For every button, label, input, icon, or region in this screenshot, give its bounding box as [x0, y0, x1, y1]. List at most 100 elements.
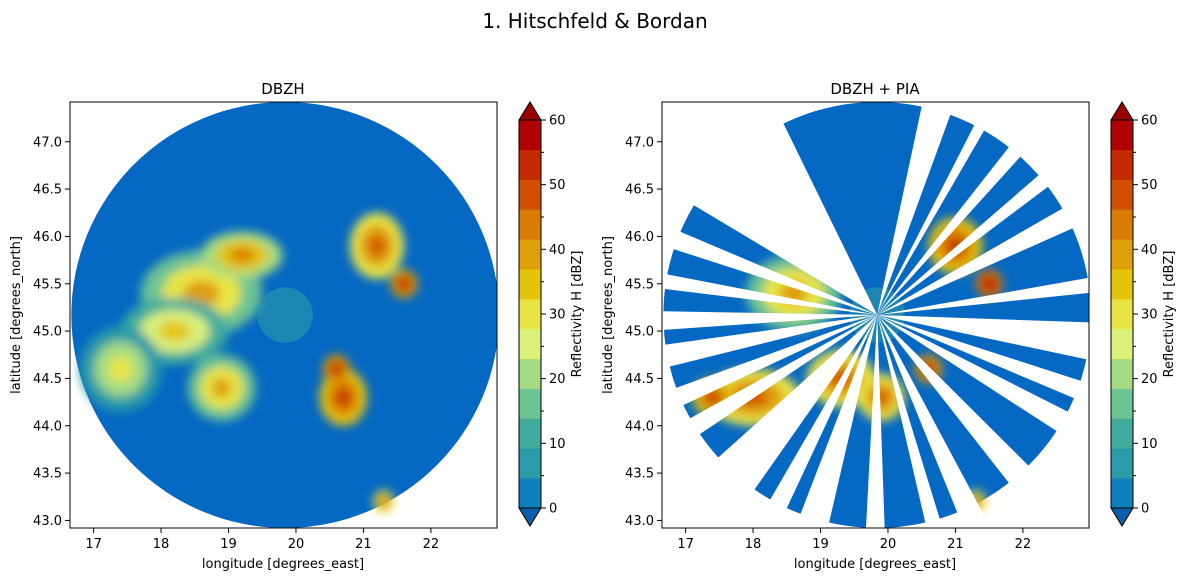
colorbar-extend-max — [518, 101, 542, 121]
precip-cell-core — [399, 279, 408, 289]
blocked-sector — [877, 315, 986, 528]
colorbar-bin — [519, 209, 541, 240]
colorbar-bin — [1111, 388, 1133, 419]
precip-cell-core — [368, 235, 386, 256]
y-tick-label: 46.0 — [33, 230, 62, 245]
blocked-sector — [877, 102, 956, 315]
precip-cell-core — [380, 498, 387, 505]
colorbar-bin — [519, 269, 541, 300]
blocked-sector — [877, 277, 1089, 315]
colorbar-tick-label: 60 — [549, 114, 566, 129]
blocked-sector — [877, 110, 993, 315]
x-tick-label: 20 — [880, 537, 897, 552]
x-tick-label: 21 — [947, 537, 964, 552]
blocked-sector — [877, 315, 1089, 360]
colorbar-label: Reflectivity H [dBZ] — [570, 251, 585, 378]
y-tick-label: 45.5 — [625, 277, 654, 292]
y-tick-label: 46.5 — [625, 183, 654, 198]
x-tick-label: 21 — [355, 537, 372, 552]
colorbar-bin — [519, 149, 541, 180]
blocked-sector — [662, 315, 878, 413]
precipitation-layer — [80, 212, 418, 513]
panel-title: DBZH + PIA — [830, 80, 920, 98]
colorbar-bin — [519, 388, 541, 419]
y-tick-label: 43.0 — [33, 514, 62, 529]
colorbar-tick-label: 30 — [549, 308, 566, 323]
colorbar-extend-max — [1110, 101, 1134, 121]
colorbar-bin — [519, 448, 541, 479]
y-tick-label: 45.0 — [33, 325, 62, 340]
radar-plot-area — [71, 102, 497, 528]
colorbar-extend-min — [518, 507, 542, 527]
precip-cell-core — [158, 321, 191, 342]
x-tick-label: 17 — [85, 537, 102, 552]
colorbar-tick-label: 40 — [1141, 243, 1158, 258]
colorbar-bin — [1111, 448, 1133, 479]
blocked-sector — [795, 315, 878, 528]
colorbar: 0 10 20 30 40 50 60 Reflectivity H [dBZ] — [518, 101, 585, 527]
blocked-sector — [662, 311, 878, 330]
blocked-sector — [662, 315, 878, 369]
blocked-sector — [865, 315, 885, 528]
colorbar-tick-label: 60 — [1141, 114, 1158, 129]
y-tick-label: 43.5 — [625, 467, 654, 482]
x-tick-label: 22 — [1015, 537, 1032, 552]
blocked-sector — [877, 315, 943, 528]
colorbar-bin — [1111, 478, 1133, 509]
y-axis: 43.0 43.5 44.0 44.5 45.0 45.5 46.0 46.5 47.0 — [625, 135, 662, 529]
colorbar-bin — [1111, 120, 1133, 151]
y-tick-label: 44.0 — [625, 419, 654, 434]
blocked-sector — [877, 199, 1089, 315]
x-tick-label: 22 — [423, 537, 440, 552]
precip-cell-core — [183, 280, 220, 307]
y-tick-label: 46.0 — [625, 230, 654, 245]
colorbar-extend-min — [1110, 507, 1134, 527]
near-range-clutter — [257, 287, 313, 343]
colorbar-bin — [519, 299, 541, 330]
panel-title: DBZH — [261, 80, 304, 98]
blocked-sectors — [662, 102, 1089, 528]
x-axis-label: longitude [degrees_east] — [202, 557, 364, 572]
colorbar-bin — [519, 239, 541, 270]
colorbar-bin — [519, 358, 541, 389]
precip-cell-core — [706, 391, 719, 404]
blocked-sector — [662, 273, 878, 315]
y-tick-label: 43.0 — [625, 514, 654, 529]
colorbar-bin — [519, 328, 541, 360]
colorbar: 0 10 20 30 40 50 60 Reflectivity H [dBZ] — [1110, 101, 1177, 527]
blocked-sector — [877, 315, 1041, 497]
colorbar-tick-label: 0 — [1141, 502, 1149, 517]
colorbar-tick-label: 20 — [1141, 372, 1158, 387]
x-axis-label: longitude [degrees_east] — [794, 557, 956, 572]
colorbar-bin — [1111, 239, 1133, 270]
colorbar-tick-label: 50 — [1141, 178, 1158, 193]
blocked-sector — [662, 225, 878, 315]
x-tick-label: 19 — [220, 537, 237, 552]
y-tick-label: 47.0 — [625, 135, 654, 150]
x-tick-label: 20 — [288, 537, 305, 552]
y-tick-label: 45.5 — [33, 277, 62, 292]
colorbar-bin — [519, 418, 541, 449]
precip-cell-core — [108, 356, 133, 382]
y-tick-label: 46.5 — [33, 183, 62, 198]
colorbar-bin — [1111, 149, 1133, 180]
colorbar-bin — [1111, 299, 1133, 330]
y-tick-label: 44.0 — [33, 419, 62, 434]
colorbar-bin — [519, 179, 541, 210]
x-tick-label: 18 — [745, 537, 762, 552]
y-tick-label: 44.5 — [625, 372, 654, 387]
precip-cell-core — [985, 279, 994, 289]
y-tick-label: 43.5 — [33, 467, 62, 482]
y-tick-label: 47.0 — [33, 135, 62, 150]
y-tick-label: 44.5 — [33, 372, 62, 387]
colorbar-tick-label: 20 — [549, 372, 566, 387]
colorbar-tick-label: 0 — [549, 502, 557, 517]
blocked-sector — [877, 133, 1032, 315]
axes-frame — [69, 101, 498, 529]
radar-plot-area — [662, 102, 1089, 528]
x-tick-label: 19 — [812, 537, 829, 552]
precip-cell-core — [229, 248, 255, 263]
blocked-sector — [679, 108, 878, 315]
y-axis: 43.0 43.5 44.0 44.5 45.0 45.5 46.0 46.5 47.0 — [33, 135, 70, 529]
